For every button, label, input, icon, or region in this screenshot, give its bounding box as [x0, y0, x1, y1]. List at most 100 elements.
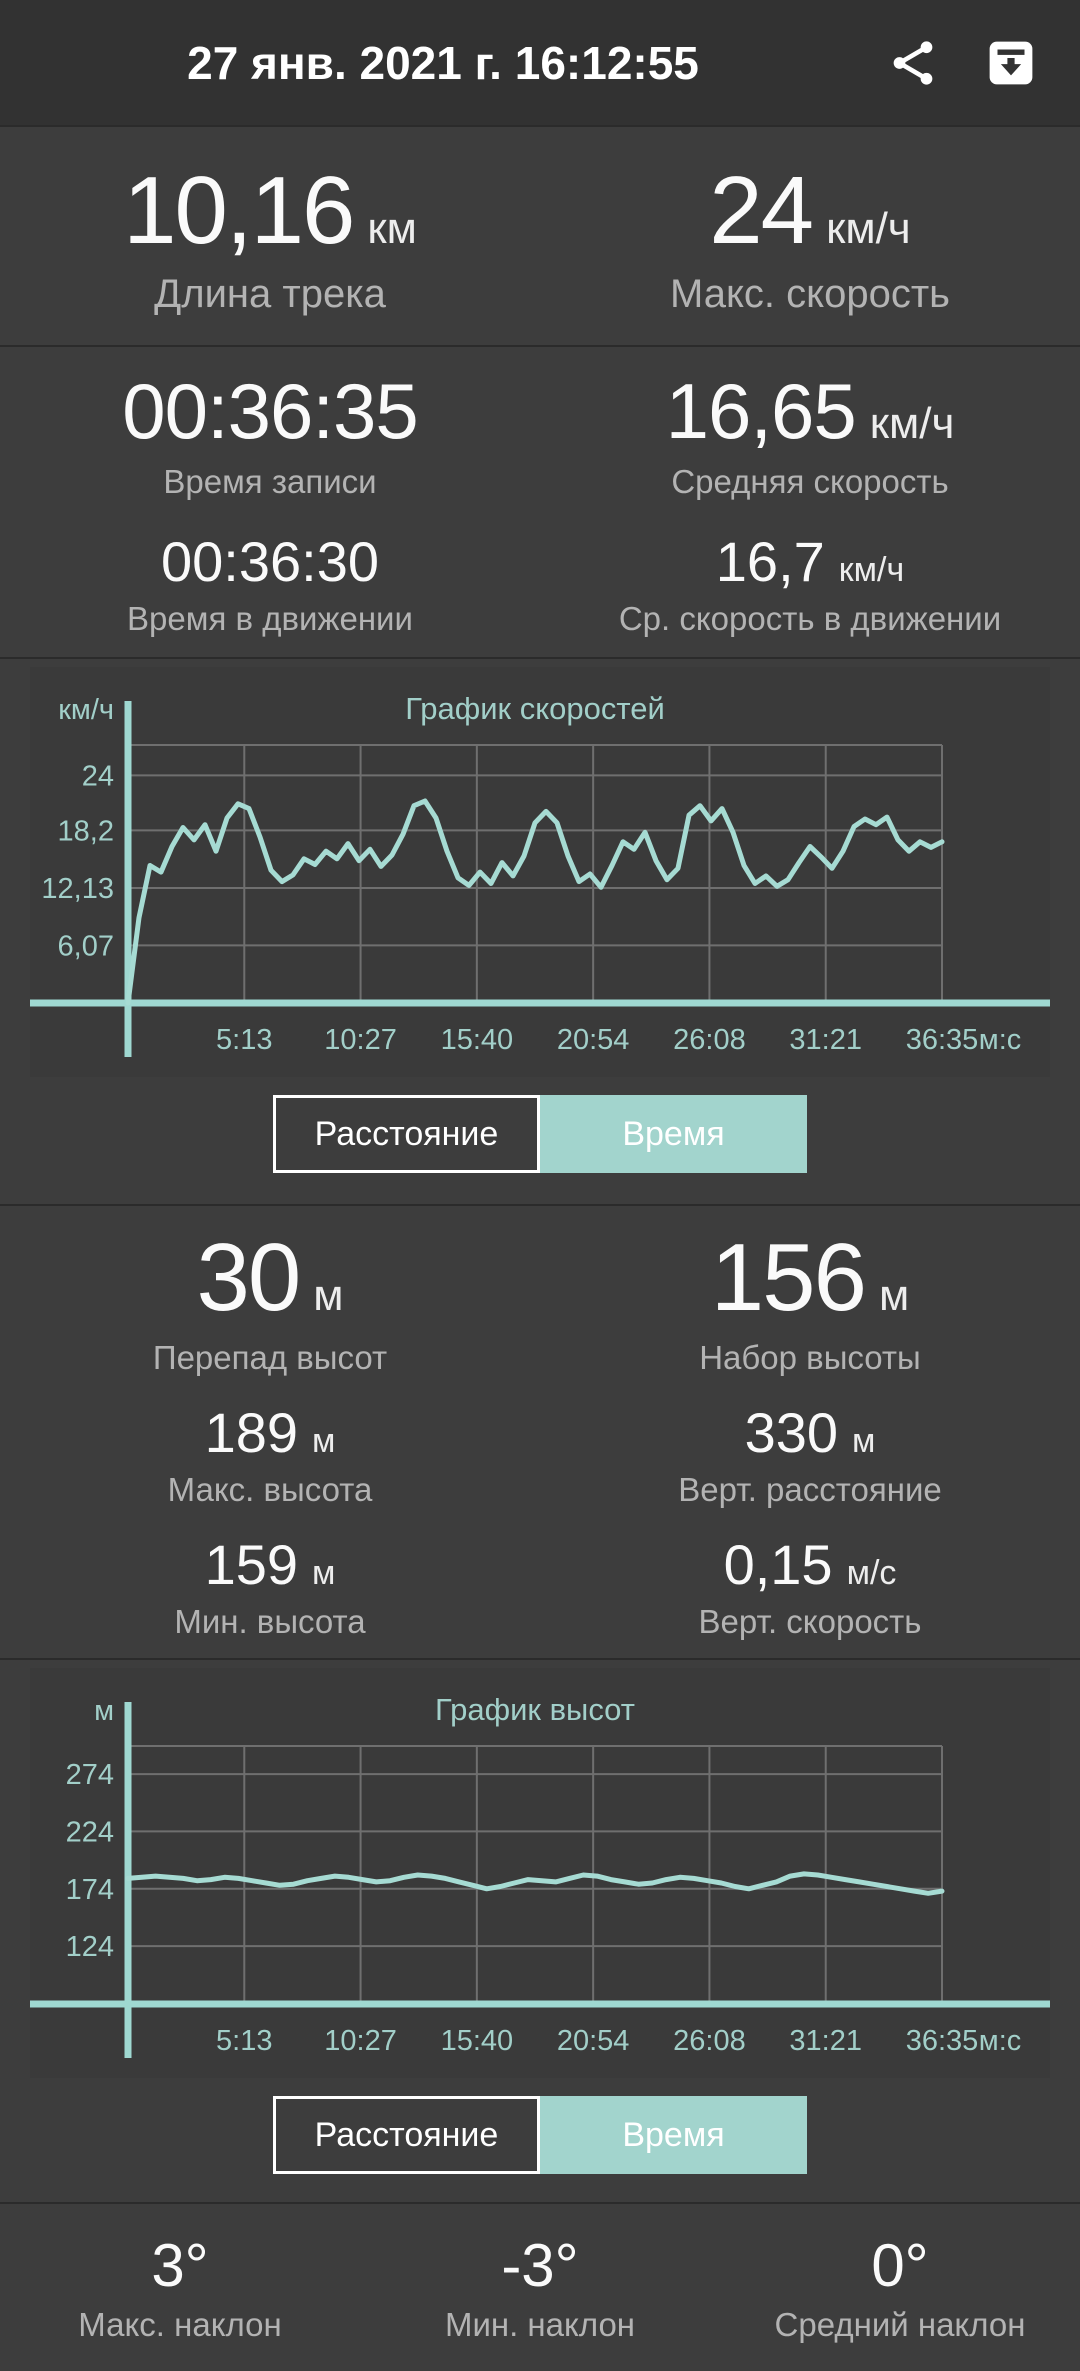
- stat-min-slope: -3° Мин. наклон: [360, 2231, 720, 2344]
- vertical-speed-unit: м/с: [846, 1554, 897, 1592]
- elevation-drop-label: Перепад высот: [152, 1339, 388, 1376]
- header-bar: 27 янв. 2021 г. 16:12:55: [0, 0, 1080, 125]
- speed-x-axis-toggle: Расстояние Время: [273, 1095, 807, 1173]
- stat-max-slope: 3° Макс. наклон: [0, 2231, 360, 2344]
- elevation-x-axis-toggle: Расстояние Время: [273, 2096, 807, 2174]
- svg-text:26:08: 26:08: [673, 2025, 746, 2057]
- section-divider: [0, 125, 1080, 127]
- svg-text:6,07: 6,07: [58, 930, 114, 962]
- avg-speed-label: Средняя скорость: [671, 462, 949, 500]
- svg-text:124: 124: [66, 1931, 114, 1963]
- elevation-gain-value: 156: [710, 1224, 867, 1331]
- min-height-unit: м: [312, 1554, 336, 1592]
- share-icon[interactable]: [886, 36, 940, 90]
- max-speed-unit: км/ч: [826, 203, 911, 253]
- speed-chart[interactable]: 24 18,2 12,13 6,07 5:13 10:27 15:40 20:54 26:08 3…: [30, 667, 1050, 1077]
- vertical-speed-value: 0,15: [723, 1533, 833, 1596]
- track-length-value: 10,16: [123, 156, 355, 264]
- svg-text:31:21: 31:21: [789, 1024, 862, 1056]
- avg-speed-value: 16,65: [665, 366, 857, 455]
- stat-track-length: 10,16 км Длина трека: [0, 156, 540, 317]
- elevation-drop-value: 30: [196, 1224, 301, 1331]
- elevation-chart[interactable]: 274 224 174 124 5:13 10:27 15:40 20:54 26:08 31:2…: [30, 1668, 1050, 2078]
- min-slope-value: -3°: [501, 2232, 579, 2299]
- svg-text:5:13: 5:13: [216, 1024, 272, 1056]
- svg-text:10:27: 10:27: [324, 2025, 397, 2057]
- record-time-value: 00:36:35: [122, 366, 419, 455]
- max-slope-label: Макс. наклон: [78, 2306, 282, 2343]
- avg-moving-speed-label: Ср. скорость в движении: [618, 600, 1002, 638]
- speed-chart-section: 24 18,2 12,13 6,07 5:13 10:27 15:40 20:54 26:08 3…: [0, 659, 1080, 1204]
- section-divider: [0, 1204, 1080, 1206]
- avg-moving-speed-unit: км/ч: [838, 551, 905, 590]
- moving-time-value: 00:36:30: [161, 530, 379, 594]
- stat-record-time: 00:36:35 Время записи: [0, 366, 540, 501]
- track-length-label: Длина трека: [154, 271, 386, 316]
- section-divider: [0, 2202, 1080, 2204]
- stat-vertical-speed: 0,15 м/с Верт. скорость: [540, 1532, 1080, 1641]
- speed-toggle-distance-button[interactable]: Расстояние: [273, 1095, 540, 1173]
- page-title: 27 янв. 2021 г. 16:12:55: [187, 36, 699, 89]
- svg-text:15:40: 15:40: [441, 2025, 514, 2057]
- svg-text:174: 174: [66, 1874, 114, 1906]
- svg-text:м:с: м:с: [979, 2025, 1022, 2057]
- svg-text:м:с: м:с: [979, 1024, 1022, 1056]
- stat-elevation-gain: 156 м Набор высоты: [540, 1223, 1080, 1377]
- section-divider: [0, 657, 1080, 659]
- moving-time-label: Время в движении: [127, 600, 413, 638]
- vertical-distance-value: 330: [744, 1401, 839, 1464]
- elevation-gain-label: Набор высоты: [699, 1339, 921, 1376]
- max-slope-value: 3°: [151, 2232, 209, 2299]
- track-length-unit: км: [367, 203, 417, 253]
- svg-text:18,2: 18,2: [58, 815, 114, 847]
- header-actions: [886, 36, 1080, 90]
- svg-text:График высот: График высот: [435, 1692, 635, 1727]
- stat-moving-time: 00:36:30 Время в движении: [0, 529, 540, 638]
- avg-moving-speed-value: 16,7: [715, 530, 825, 594]
- elevation-toggle-distance-button[interactable]: Расстояние: [273, 2096, 540, 2174]
- svg-text:20:54: 20:54: [557, 2025, 630, 2057]
- vertical-distance-unit: м: [852, 1422, 876, 1460]
- svg-text:36:35: 36:35: [906, 2025, 979, 2057]
- stat-avg-moving-speed: 16,7 км/ч Ср. скорость в движении: [540, 529, 1080, 638]
- max-height-unit: м: [312, 1422, 336, 1460]
- svg-text:274: 274: [66, 1759, 114, 1791]
- elevation-stats-section: 30 м Перепад высот 156 м Набор высоты 18…: [0, 1206, 1080, 1658]
- svg-text:км/ч: км/ч: [58, 694, 114, 726]
- svg-text:м: м: [94, 1695, 114, 1727]
- speed-toggle-time-button[interactable]: Время: [540, 1095, 807, 1173]
- elevation-toggle-time-button[interactable]: Время: [540, 2096, 807, 2174]
- svg-text:24: 24: [82, 760, 114, 792]
- section-divider: [0, 345, 1080, 347]
- vertical-distance-label: Верт. расстояние: [678, 1471, 942, 1508]
- summary-time-section: 00:36:35 Время записи 16,65 км/ч Средняя…: [0, 347, 1080, 657]
- avg-slope-label: Средний наклон: [774, 2306, 1026, 2343]
- svg-text:10:27: 10:27: [324, 1024, 397, 1056]
- stat-elevation-drop: 30 м Перепад высот: [0, 1223, 540, 1377]
- stat-avg-slope: 0° Средний наклон: [720, 2231, 1080, 2344]
- elevation-gain-unit: м: [878, 1271, 910, 1320]
- slope-stats-section: 3° Макс. наклон -3° Мин. наклон 0° Средн…: [0, 2204, 1080, 2371]
- svg-text:20:54: 20:54: [557, 1024, 630, 1056]
- stat-vertical-distance: 330 м Верт. расстояние: [540, 1400, 1080, 1509]
- svg-text:15:40: 15:40: [441, 1024, 514, 1056]
- avg-speed-unit: км/ч: [869, 398, 955, 448]
- svg-text:График скоростей: График скоростей: [405, 691, 665, 726]
- avg-slope-value: 0°: [871, 2232, 929, 2299]
- vertical-speed-label: Верт. скорость: [698, 1603, 922, 1640]
- max-height-value: 189: [204, 1401, 299, 1464]
- min-slope-label: Мин. наклон: [444, 2306, 636, 2343]
- summary-top-section: 10,16 км Длина трека 24 км/ч Макс. скоро…: [0, 127, 1080, 345]
- stat-min-height: 159 м Мин. высота: [0, 1532, 540, 1641]
- svg-text:36:35: 36:35: [906, 1024, 979, 1056]
- elevation-chart-section: 274 224 174 124 5:13 10:27 15:40 20:54 26:08 31:2…: [0, 1660, 1080, 2202]
- min-height-value: 159: [204, 1533, 299, 1596]
- max-speed-label: Макс. скорость: [669, 271, 951, 316]
- min-height-label: Мин. высота: [174, 1603, 366, 1640]
- elevation-drop-unit: м: [313, 1271, 344, 1320]
- save-icon[interactable]: [984, 36, 1038, 90]
- header-title-wrap: 27 янв. 2021 г. 16:12:55: [0, 36, 886, 90]
- stat-max-height: 189 м Макс. высота: [0, 1400, 540, 1509]
- record-time-label: Время записи: [163, 462, 377, 500]
